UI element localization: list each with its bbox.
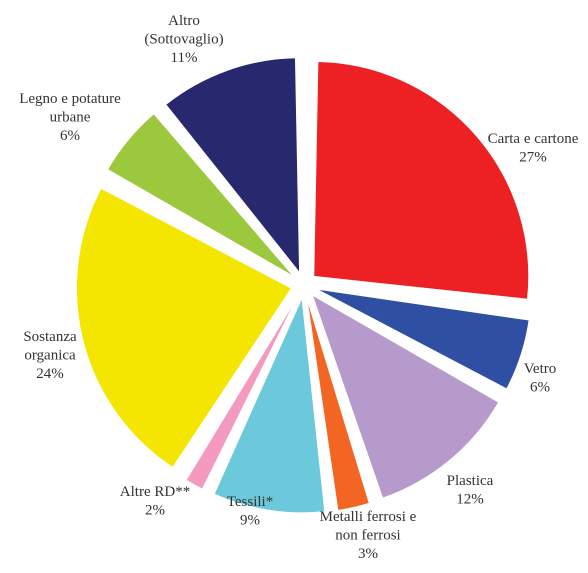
slice-label-carta-e-cartone: Carta e cartone 27% bbox=[488, 131, 579, 166]
pie-slice-carta-e-cartone bbox=[313, 60, 530, 300]
slice-name-label: (Sottovaglio) bbox=[144, 32, 223, 48]
slice-name-label: Legno e potature bbox=[19, 91, 121, 107]
slice-name-label: organica bbox=[24, 348, 76, 364]
slice-label-plastica: Plastica 12% bbox=[447, 473, 494, 508]
slice-percent-label: 6% bbox=[530, 380, 550, 396]
slice-name-label: non ferrosi bbox=[335, 528, 400, 544]
pie-slice-legno-e-potature-urbane bbox=[106, 113, 295, 278]
slice-label-metalli-ferrosi-e-non-ferrosi: Metalli ferrosi e non ferrosi 3% bbox=[320, 509, 417, 562]
slice-name-label: Altre RD** bbox=[120, 484, 190, 500]
slice-label-sostanza-organica: Sostanza organica 24% bbox=[23, 329, 77, 382]
slice-percent-label: 11% bbox=[171, 50, 198, 66]
slice-name-label: Metalli ferrosi e bbox=[320, 509, 417, 525]
pie-slice-metalli-ferrosi-e-non-ferrosi bbox=[306, 297, 370, 512]
slice-label-altre-rd: Altre RD** 2% bbox=[120, 484, 190, 519]
slice-name-label: Plastica bbox=[447, 473, 494, 489]
slice-name-label: urbane bbox=[50, 110, 91, 126]
pie-slice-altro-sottovaglio bbox=[165, 57, 301, 275]
slice-percent-label: 9% bbox=[240, 513, 260, 529]
slice-label-altro-sottovaglio: Altro (Sottovaglio) 11% bbox=[144, 13, 223, 66]
pie-slice-altre-rd bbox=[185, 296, 299, 490]
slice-label-tessili: Tessili* 9% bbox=[227, 494, 273, 529]
slice-percent-label: 24% bbox=[36, 366, 64, 382]
slice-name-label: Tessili* bbox=[227, 494, 273, 510]
pie-slice-vetro bbox=[316, 288, 530, 390]
slice-percent-label: 3% bbox=[358, 546, 378, 562]
pie-slice-sostanza-organica bbox=[75, 187, 293, 469]
slice-percent-label: 6% bbox=[60, 128, 80, 144]
slice-percent-label: 27% bbox=[519, 150, 547, 166]
slices-layer bbox=[75, 57, 530, 514]
slice-name-label: Altro bbox=[168, 13, 200, 29]
slice-percent-label: 12% bbox=[456, 492, 484, 508]
slice-name-label: Carta e cartone bbox=[488, 131, 579, 147]
slice-name-label: Sostanza bbox=[23, 329, 77, 345]
slice-name-label: Vetro bbox=[524, 361, 557, 377]
slice-label-legno-e-potature-urbane: Legno e potature urbane 6% bbox=[19, 91, 121, 144]
pie-slice-plastica bbox=[311, 293, 500, 499]
labels-layer: Carta e cartone 27% Vetro 6% Plastica 12% Meta… bbox=[19, 13, 579, 562]
slice-label-vetro: Vetro 6% bbox=[524, 361, 557, 396]
pie-slice-tessili bbox=[213, 295, 326, 514]
slice-percent-label: 2% bbox=[145, 503, 165, 519]
